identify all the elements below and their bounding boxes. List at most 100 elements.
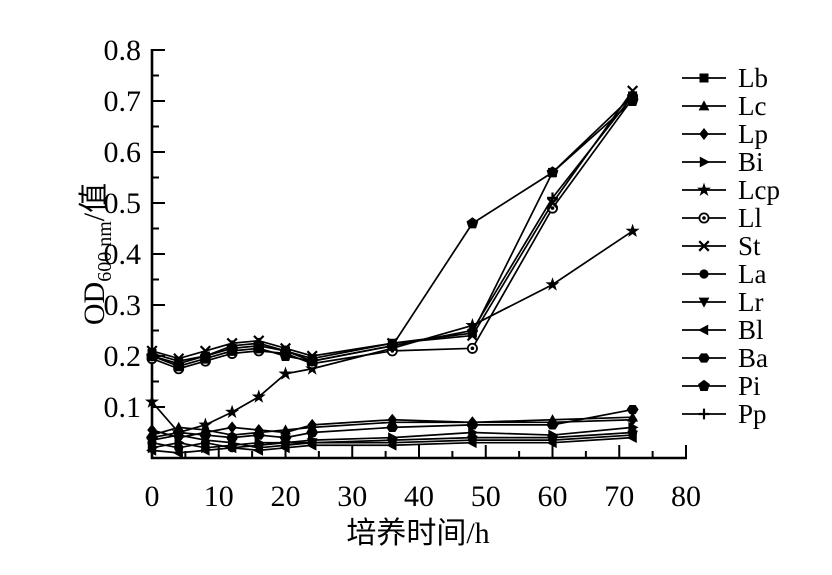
y-tick-label: 0.8 xyxy=(104,34,142,67)
triangle-down-marker-icon xyxy=(698,297,710,308)
diamond-marker-icon xyxy=(307,418,317,431)
pentagon-marker-icon xyxy=(698,379,710,392)
triangle-left-marker-icon xyxy=(546,437,557,449)
series-line-Lcp xyxy=(151,230,634,434)
plus-marker-icon xyxy=(146,350,158,362)
star-marker-icon xyxy=(465,318,480,332)
legend-label-Pp: Pp xyxy=(738,399,767,429)
legend-item-St: St xyxy=(682,231,761,261)
hexagon-marker-icon xyxy=(252,430,265,440)
star-marker-icon xyxy=(198,417,213,431)
plus-marker-icon xyxy=(226,340,238,352)
series-line-Pp xyxy=(151,95,634,365)
star-marker-icon xyxy=(225,404,240,419)
hexagon-marker-icon xyxy=(199,430,212,440)
axes xyxy=(150,49,687,460)
hexagon-marker-icon xyxy=(279,433,292,443)
hexagon-marker-icon xyxy=(626,404,639,415)
plot-area: 0 10 20 30 40 50 60 70 80 0.1 0.2 0.3 0.4 0.5 0.6 0.7 0.… xyxy=(104,34,780,513)
series-Pp xyxy=(146,90,638,370)
legend-label-Bi: Bi xyxy=(738,147,764,177)
hexagon-marker-icon xyxy=(172,427,185,438)
hexagon-marker-icon xyxy=(546,420,559,430)
plus-marker-icon xyxy=(386,340,398,352)
star-marker-icon xyxy=(625,223,640,238)
hexagon-marker-icon xyxy=(466,420,479,430)
plus-marker-icon xyxy=(253,337,265,349)
hexagon-marker-icon xyxy=(226,433,239,443)
x-tick-label: 50 xyxy=(471,480,501,513)
plus-marker-icon xyxy=(547,192,558,204)
y-tick-label: 0.5 xyxy=(104,187,142,220)
hexagon-marker-icon xyxy=(306,427,319,438)
y-axis-title: OD600 nm/值 xyxy=(78,183,116,325)
triangle-left-marker-icon xyxy=(172,447,183,459)
diamond-marker-icon xyxy=(699,128,709,140)
triangle-right-marker-icon xyxy=(699,156,710,168)
legend-label-Lb: Lb xyxy=(738,63,768,93)
x-tick-label: 80 xyxy=(671,480,701,513)
circle-dot-marker-icon xyxy=(470,346,475,351)
x-cross-marker-icon xyxy=(698,240,710,252)
filled-circle-marker-icon xyxy=(699,269,709,279)
star-marker-icon xyxy=(696,182,712,196)
legend-label-Lcp: Lcp xyxy=(738,175,780,205)
diamond-marker-icon xyxy=(227,421,237,434)
legend-item-Pp: Pp xyxy=(682,399,767,429)
legend-label-St: St xyxy=(738,231,761,261)
series-Ba xyxy=(146,404,639,443)
diamond-marker-icon xyxy=(147,423,157,436)
plus-marker-icon xyxy=(627,90,638,102)
triangle-left-marker-icon xyxy=(466,437,477,449)
hexagon-marker-icon xyxy=(386,422,399,432)
triangle-left-marker-icon xyxy=(386,439,397,451)
triangle-left-marker-icon xyxy=(698,324,709,336)
legend-item-Lr: Lr xyxy=(682,287,763,317)
triangle-left-marker-icon xyxy=(626,432,637,443)
series-line-Ll xyxy=(151,97,634,370)
diamond-marker-icon xyxy=(387,413,398,426)
diamond-marker-icon xyxy=(627,413,638,426)
legend-item-Ll: Ll xyxy=(682,203,762,233)
x-tick-label: 0 xyxy=(145,480,160,513)
plus-marker-icon xyxy=(698,408,710,420)
legend-label-Lc: Lc xyxy=(738,91,766,121)
x-tick-label: 20 xyxy=(271,480,301,513)
x-tick-label: 60 xyxy=(538,480,568,513)
hexagon-marker-icon xyxy=(146,433,158,443)
triangle-left-marker-icon xyxy=(226,442,237,454)
triangle-left-marker-icon xyxy=(252,444,263,456)
y-tick-label: 0.1 xyxy=(104,391,142,424)
y-tick-label: 0.6 xyxy=(104,136,142,169)
legend-item-Lcp: Lcp xyxy=(682,175,780,205)
plus-marker-icon xyxy=(173,358,185,370)
series-line-Pi xyxy=(151,100,634,368)
legend-item-Pi: Pi xyxy=(682,371,761,401)
x-tick-label: 30 xyxy=(337,480,367,513)
series-group xyxy=(144,85,640,459)
legend-item-Lp: Lp xyxy=(682,119,768,149)
tick-labels: 0 10 20 30 40 50 60 70 80 0.1 0.2 0.3 0.4 0.5 0.6 0.7 0.… xyxy=(104,34,702,513)
series-St xyxy=(146,85,639,365)
x-tick-label: 70 xyxy=(604,480,634,513)
plus-marker-icon xyxy=(467,325,478,336)
circle-dot-marker-icon xyxy=(702,216,706,220)
y-tick-label: 0.7 xyxy=(104,85,142,118)
legend-item-Bi: Bi xyxy=(682,147,764,177)
circle-dot-marker-icon xyxy=(550,206,555,210)
legend-label-Lr: Lr xyxy=(738,287,763,317)
series-line-Lb xyxy=(151,95,634,362)
series-Bl xyxy=(146,432,637,459)
legend-label-Ll: Ll xyxy=(738,203,762,233)
legend-item-Lb: Lb xyxy=(682,63,768,93)
x-tick-label: 40 xyxy=(404,480,434,513)
series-Ll xyxy=(146,92,639,375)
triangle-left-marker-icon xyxy=(199,444,210,456)
pentagon-marker-icon xyxy=(546,166,559,178)
legend-item-Ba: Ba xyxy=(682,343,768,373)
star-marker-icon xyxy=(251,389,266,403)
star-marker-icon xyxy=(278,366,293,380)
plus-marker-icon xyxy=(306,355,318,367)
series-Lcp xyxy=(144,223,640,439)
